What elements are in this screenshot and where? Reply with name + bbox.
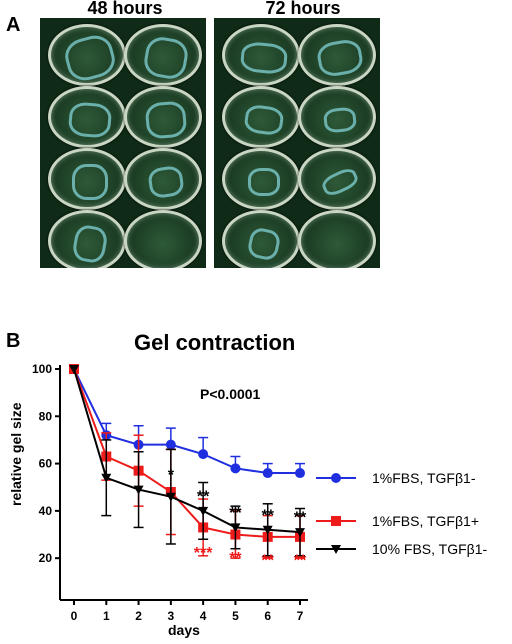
legend-marker-3 xyxy=(331,545,341,554)
significance-annotation: *** xyxy=(194,545,213,562)
y-tick-label: 40 xyxy=(39,504,53,518)
y-tick-label: 80 xyxy=(39,409,53,423)
data-point-series-3 xyxy=(165,492,176,502)
legend-label-3: 10% FBS, TGFβ1- xyxy=(372,541,487,557)
significance-annotation: ** xyxy=(229,505,242,522)
series-line-2 xyxy=(73,368,300,538)
data-point-series-3 xyxy=(262,525,273,535)
data-point-series-1 xyxy=(230,463,241,474)
data-point-series-2 xyxy=(101,451,112,462)
panel-a-label: A xyxy=(6,14,21,36)
well-48h-5 xyxy=(48,148,126,210)
y-tick-label: 100 xyxy=(32,362,52,376)
series-line-3 xyxy=(73,368,301,534)
series-line-1 xyxy=(73,368,300,475)
data-point-series-3 xyxy=(101,473,112,483)
y-tick-label: 20 xyxy=(39,551,53,565)
well-72h-2 xyxy=(298,24,376,86)
data-point-series-2 xyxy=(133,465,144,476)
x-tick-label: 3 xyxy=(168,609,175,623)
legend-label-2: 1%FBS, TGFβ1+ xyxy=(372,513,479,529)
data-point-series-3 xyxy=(69,365,79,374)
x-tick-label: 1 xyxy=(103,609,110,623)
gel-ring-48h-5 xyxy=(72,164,108,200)
data-point-series-1 xyxy=(262,468,273,479)
well-48h-1 xyxy=(48,24,126,86)
photo-title-48h: 48 hours xyxy=(87,0,163,18)
data-point-series-2 xyxy=(295,531,305,542)
significance-annotation: ** xyxy=(294,510,307,527)
legend-marker-2 xyxy=(331,516,341,526)
data-point-series-3 xyxy=(230,523,241,533)
well-72h-8 xyxy=(298,210,376,268)
well-plate-photo-72h xyxy=(214,18,380,268)
data-point-series-2 xyxy=(262,531,273,542)
gel-ring-48h-3 xyxy=(67,101,113,139)
data-point-series-1 xyxy=(198,449,209,460)
legend-label-1: 1%FBS, TGFβ1- xyxy=(372,470,476,486)
well-48h-2 xyxy=(124,24,202,86)
significance-annotation: ** xyxy=(294,552,307,569)
data-point-series-1 xyxy=(295,468,305,479)
gel-ring-72h-5 xyxy=(248,168,280,196)
significance-annotation: ** xyxy=(197,488,210,505)
data-point-series-3 xyxy=(133,485,144,495)
significance-annotation: ** xyxy=(261,552,274,569)
gel-ring-48h-4 xyxy=(144,100,188,140)
x-tick-label: 7 xyxy=(297,609,304,623)
legend-marker-1 xyxy=(331,473,341,483)
well-72h-6 xyxy=(298,148,376,210)
data-point-series-1 xyxy=(69,364,79,374)
well-48h-3 xyxy=(48,86,126,148)
significance-annotation: ** xyxy=(229,550,242,567)
significance-annotation: * xyxy=(168,467,175,484)
data-point-series-2 xyxy=(69,364,79,374)
chart-title: Gel contraction xyxy=(134,330,296,355)
x-axis-label: days xyxy=(168,622,200,638)
well-plate-photo-48h xyxy=(40,18,206,268)
data-point-series-2 xyxy=(165,486,176,497)
x-tick-label: 5 xyxy=(232,609,239,623)
data-point-series-2 xyxy=(198,522,209,533)
data-point-series-3 xyxy=(295,528,305,538)
data-point-series-1 xyxy=(133,439,144,450)
data-point-series-3 xyxy=(198,506,209,516)
well-72h-4 xyxy=(298,86,376,148)
x-tick-label: 2 xyxy=(135,609,142,623)
well-48h-8 xyxy=(124,210,202,268)
x-tick-label: 6 xyxy=(264,609,271,623)
data-point-series-1 xyxy=(165,439,176,450)
well-48h-4 xyxy=(124,86,202,148)
panel-b-label: B xyxy=(6,330,21,352)
p-value-label: P<0.0001 xyxy=(200,386,261,402)
data-point-series-1 xyxy=(101,430,112,441)
significance-annotation: ** xyxy=(261,507,274,524)
x-tick-label: 0 xyxy=(71,609,78,623)
photo-title-72h: 72 hours xyxy=(265,0,341,18)
y-axis-label: relative gel size xyxy=(8,402,24,506)
well-72h-5 xyxy=(222,148,300,210)
data-point-series-2 xyxy=(230,529,241,540)
y-tick-label: 60 xyxy=(39,457,53,471)
well-48h-6 xyxy=(124,148,202,210)
x-tick-label: 4 xyxy=(200,609,207,623)
